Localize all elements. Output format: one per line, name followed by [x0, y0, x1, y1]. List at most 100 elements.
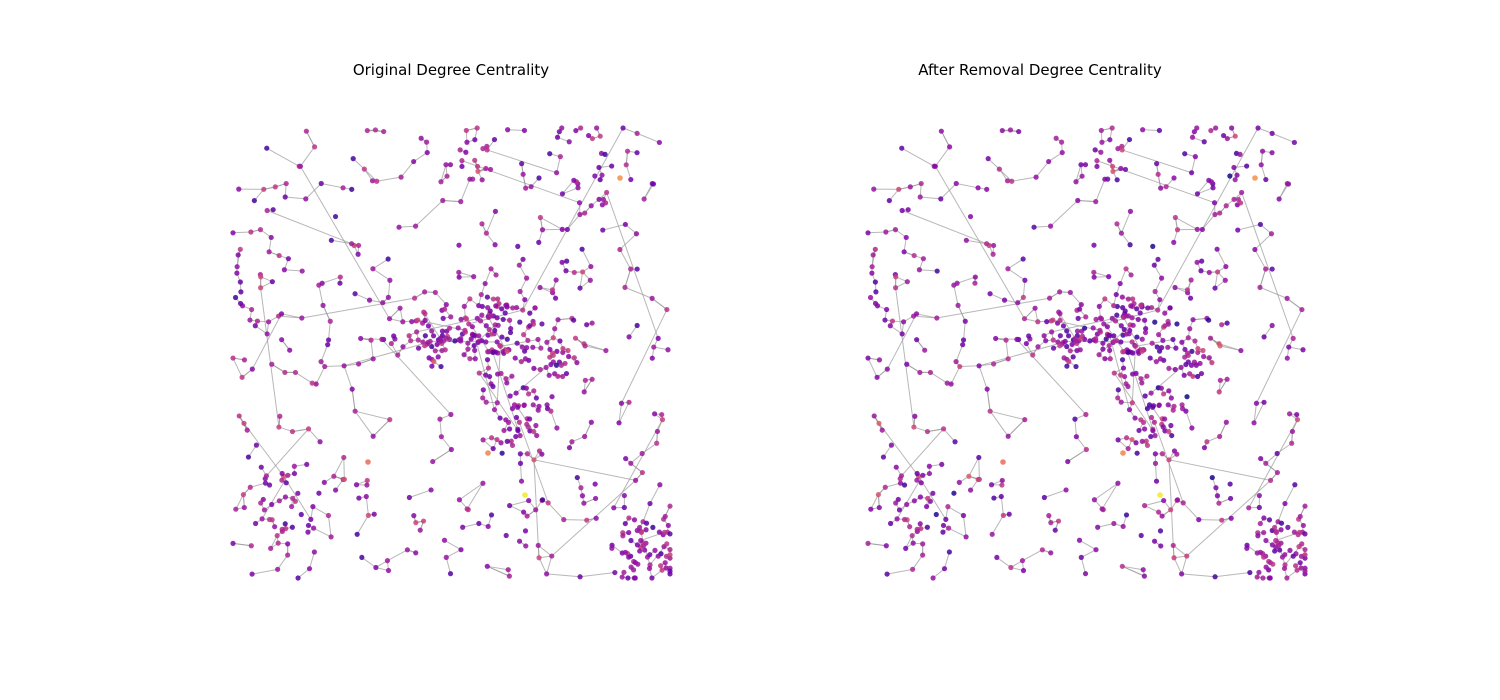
graph-node [1257, 284, 1263, 290]
graph-node [417, 527, 423, 533]
graph-node [988, 482, 995, 488]
graph-node [618, 400, 625, 406]
graph-node [414, 329, 420, 335]
graph-edge [308, 428, 321, 443]
graph-node [588, 203, 594, 209]
graph-node [507, 502, 513, 509]
graph-node [1232, 133, 1238, 139]
graph-node [1174, 227, 1181, 233]
graph-node [1022, 417, 1028, 423]
graph-node [984, 241, 990, 247]
graph-edge [1005, 340, 1009, 359]
graph-node [349, 241, 355, 247]
graph-node [865, 355, 871, 361]
graph-node [960, 342, 966, 348]
graph-node [282, 521, 288, 527]
graph-node [494, 315, 500, 321]
graph-node [356, 495, 362, 501]
graph-edge [363, 168, 378, 182]
graph-node [578, 485, 584, 491]
graph-node [1078, 302, 1084, 308]
graph-node [1146, 402, 1153, 408]
graph-node [893, 464, 899, 470]
graph-edge [1016, 339, 1087, 415]
graph-node [662, 560, 668, 566]
graph-node [275, 540, 281, 546]
graph-node [1115, 437, 1121, 443]
graph-edge [333, 457, 345, 477]
graph-node [488, 512, 495, 518]
graph-edge [1097, 523, 1114, 528]
graph-node [504, 380, 510, 386]
graph-node [1223, 203, 1229, 209]
graph-node [306, 566, 313, 572]
graph-node [584, 322, 590, 328]
graph-node [991, 242, 997, 249]
graph-node [519, 161, 525, 167]
graph-node [646, 565, 653, 572]
graph-node [1208, 127, 1214, 134]
graph-node [311, 144, 318, 150]
graph-node [1123, 435, 1130, 441]
graph-node [1048, 520, 1054, 526]
graph-node [506, 573, 512, 579]
graph-node [487, 166, 494, 173]
graph-node [560, 345, 566, 352]
graph-node [463, 149, 469, 155]
graph-node [1198, 268, 1204, 274]
graph-node [1207, 335, 1214, 341]
graph-node [317, 439, 323, 445]
graph-edge [299, 146, 315, 167]
graph-node [922, 347, 928, 353]
graph-node [1141, 573, 1147, 579]
graph-node [322, 363, 328, 370]
graph-node [1154, 161, 1160, 167]
graph-edge [950, 366, 961, 385]
graph-edge [309, 551, 315, 569]
graph-node [1125, 445, 1131, 452]
graph-node [1111, 303, 1117, 309]
graph-node [513, 433, 519, 440]
graph-node [1134, 450, 1140, 456]
graph-node [341, 363, 347, 369]
graph-node [313, 381, 319, 387]
graph-node [1284, 355, 1290, 361]
graph-edge [1271, 132, 1295, 143]
graph-node [1223, 263, 1229, 270]
graph-node [1256, 492, 1262, 499]
graph-node [494, 400, 500, 406]
graph-node [1256, 569, 1262, 575]
graph-node [1189, 170, 1195, 176]
graph-edge [901, 147, 935, 167]
graph-node [1157, 297, 1163, 303]
graph-edge [361, 557, 377, 568]
graph-node [488, 313, 494, 319]
graph-node [504, 336, 510, 342]
graph-edge [1058, 311, 1076, 339]
graph-node [484, 294, 490, 300]
graph-node [1213, 125, 1219, 131]
graph-node [1190, 317, 1196, 323]
graph-node [1269, 150, 1275, 156]
graph-node [531, 388, 537, 394]
graph-edge [266, 147, 300, 167]
graph-node [1174, 451, 1180, 457]
graph-node [1106, 332, 1112, 338]
graph-node [521, 509, 527, 515]
graph-node [438, 434, 444, 440]
graph-node [1234, 172, 1240, 178]
graph-edge [232, 231, 251, 234]
graph-node [497, 415, 503, 421]
graph-node [507, 393, 513, 399]
graph-node [480, 480, 486, 486]
graph-edge [1000, 496, 1004, 516]
graph-node [1274, 469, 1281, 476]
graph-node [1209, 474, 1215, 481]
graph-node [897, 480, 904, 486]
graph-node [1098, 316, 1105, 322]
graph-node [492, 242, 498, 248]
graph-node [1065, 333, 1072, 339]
graph-node [508, 326, 514, 332]
graph-node [549, 350, 556, 356]
graph-node [1269, 322, 1275, 329]
